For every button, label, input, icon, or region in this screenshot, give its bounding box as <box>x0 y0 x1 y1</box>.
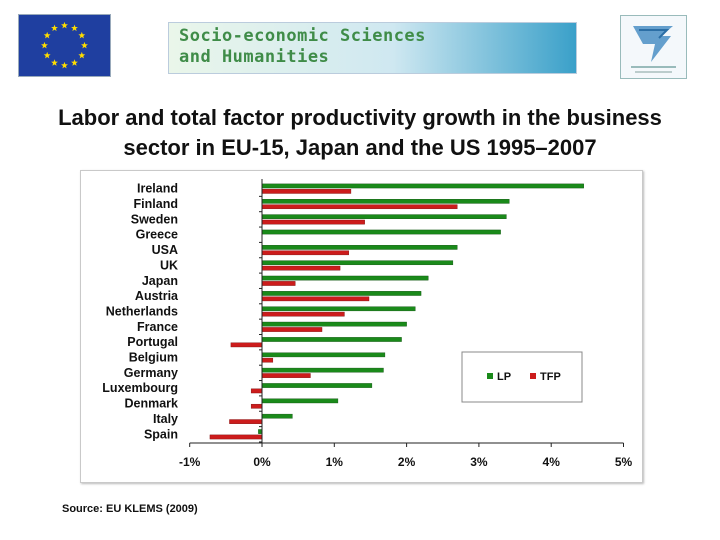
eu-star-icon <box>41 41 48 49</box>
tfp-bar <box>261 281 296 286</box>
eu-star-icon <box>43 51 51 59</box>
x-tick-label: 0% <box>253 455 271 469</box>
category-label: Ireland <box>137 182 178 196</box>
category-label: Finland <box>134 197 178 211</box>
category-label: Portugal <box>127 335 178 349</box>
lp-bar <box>261 183 584 189</box>
eu-star-icon <box>78 51 86 59</box>
lp-bar <box>261 245 458 250</box>
x-tick-label: 4% <box>543 455 561 469</box>
tfp-bar <box>261 250 349 256</box>
category-label: Greece <box>136 228 178 242</box>
lp-bar <box>261 367 384 373</box>
lp-bar <box>261 275 429 281</box>
source-note: Source: EU KLEMS (2009) <box>62 503 198 515</box>
banner-line-2: and Humanities <box>179 47 330 67</box>
lp-bar <box>261 291 422 296</box>
eu-star-icon <box>51 59 58 66</box>
lp-bar <box>261 260 454 266</box>
category-label: Japan <box>142 274 178 288</box>
x-tick-label: 1% <box>326 455 344 469</box>
title-line-2: sector in EU-15, Japan and the US 1995–2… <box>123 135 597 160</box>
legend-lp-swatch <box>487 373 493 379</box>
lp-bar <box>258 429 263 434</box>
eu-star-icon <box>61 21 68 29</box>
lp-bar <box>261 199 510 204</box>
tfp-bar <box>209 434 263 440</box>
category-label: Spain <box>144 427 178 441</box>
eu-stars-icon <box>41 21 88 69</box>
category-label: Sweden <box>131 212 178 226</box>
tfp-bar <box>261 296 370 302</box>
eu-star-icon <box>78 31 86 39</box>
x-tick-label: 2% <box>398 455 416 469</box>
lp-bar <box>261 398 339 404</box>
fp7-emblem-icon <box>631 26 676 73</box>
lp-bar <box>261 337 402 342</box>
tfp-bar <box>250 388 263 394</box>
lp-bar <box>261 321 407 327</box>
lp-bar <box>261 306 416 312</box>
productivity-chart: Ireland Finland Sweden Greece USA UK Japan Aust… <box>80 170 643 483</box>
category-label: Italy <box>153 412 178 426</box>
legend-box <box>461 351 583 403</box>
category-label: Germany <box>124 366 178 380</box>
tfp-bar <box>261 357 274 363</box>
legend-tfp-swatch <box>530 373 536 379</box>
category-label: France <box>137 320 178 334</box>
x-tick-label: 3% <box>470 455 488 469</box>
eu-star-icon <box>61 61 68 69</box>
tfp-bar <box>261 311 345 317</box>
tfp-bar <box>261 327 323 332</box>
eu-star-icon <box>43 31 51 39</box>
category-label: Austria <box>135 289 179 303</box>
category-label: UK <box>160 258 178 272</box>
tfp-bar <box>261 219 365 225</box>
x-tick-label: -1% <box>179 455 201 469</box>
banner-text: Socio-economic Sciences and Humanities <box>179 26 426 68</box>
category-label: Denmark <box>125 397 179 411</box>
tfp-bar <box>261 265 341 271</box>
lp-bar <box>261 352 386 358</box>
lp-bar <box>261 214 507 219</box>
banner-line-1: Socio-economic Sciences <box>179 26 426 46</box>
legend-tfp-label: TFP <box>540 371 561 383</box>
category-label: USA <box>152 243 178 257</box>
tfp-bar <box>261 204 458 210</box>
eu-star-icon <box>81 41 88 49</box>
slide-title: Labor and total factor productivity grow… <box>0 103 720 163</box>
eu-star-icon <box>51 24 58 32</box>
x-tick-label: 5% <box>615 455 633 469</box>
title-line-1: Labor and total factor productivity grow… <box>58 105 662 130</box>
category-label: Netherlands <box>106 304 178 318</box>
category-label: Luxembourg <box>102 381 178 395</box>
tfp-bar <box>229 419 263 424</box>
category-label: Belgium <box>129 351 178 365</box>
lp-bar <box>261 229 501 235</box>
eu-flag-logo <box>19 15 110 76</box>
lp-bar <box>261 413 293 419</box>
lp-bar <box>261 383 373 388</box>
tfp-bar <box>261 373 311 378</box>
eu-star-icon <box>71 24 78 32</box>
tfp-bar <box>250 403 263 409</box>
tfp-bar <box>261 189 352 194</box>
ssh-banner: Socio-economic Sciences and Humanities <box>168 22 577 74</box>
tfp-bar <box>230 342 263 348</box>
legend-lp-label: LP <box>497 371 511 383</box>
eu-star-icon <box>71 59 78 66</box>
fp7-logo <box>620 15 687 79</box>
